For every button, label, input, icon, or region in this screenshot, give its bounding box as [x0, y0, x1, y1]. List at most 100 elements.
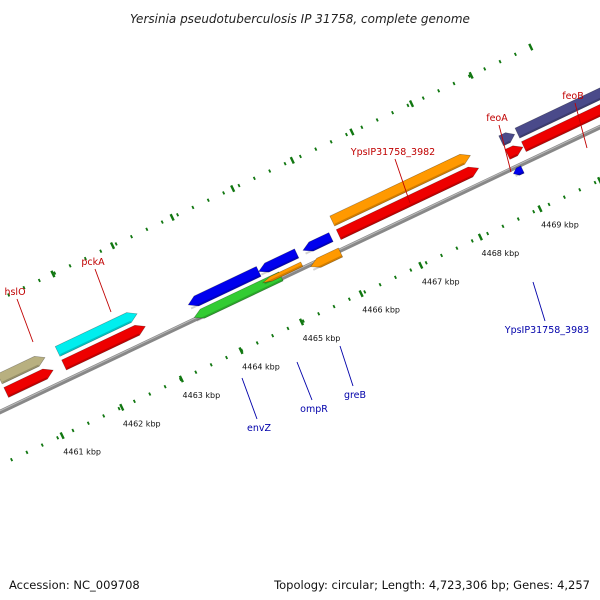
scale-dot [455, 246, 459, 251]
scale-dot [378, 282, 382, 287]
accession-label: Accession: [9, 578, 74, 592]
kbp-tick-upper [109, 241, 116, 250]
scale-dot [547, 202, 551, 207]
scale-dot [562, 195, 566, 199]
kbp-tick [238, 347, 244, 355]
genes-value: 4,257 [557, 578, 590, 592]
kbp-tick-upper [169, 213, 175, 222]
leader-line [296, 361, 313, 401]
scale-dot [148, 392, 152, 396]
kbp-label: 4466 kbp [362, 306, 400, 315]
scale-dot [225, 355, 229, 360]
gene-hslO-feature[interactable] [0, 356, 46, 385]
gene-label-YpsIP31758_3982[interactable]: YpsIP31758_3982 [350, 147, 435, 158]
scale-dot [470, 239, 474, 243]
scale-dot [191, 205, 195, 210]
scale-dot [37, 278, 41, 283]
cds-hslO[interactable] [3, 368, 54, 398]
gene-YpsIP31758_3983-feature[interactable] [512, 165, 525, 177]
scale-dot [344, 132, 348, 137]
kbp-tick-upper [50, 270, 56, 278]
kbp-label: 4461 kbp [63, 448, 101, 457]
gene-label-ompR[interactable]: ompR [300, 404, 328, 415]
kbp-label: 4465 kbp [303, 334, 341, 343]
scale-dot [409, 268, 413, 272]
gene-label-feoB[interactable]: feoB [562, 91, 584, 102]
scale-dot [56, 435, 60, 440]
gene-feoA-feature[interactable] [498, 132, 516, 147]
scale-dot [317, 311, 321, 316]
scale-dot [268, 169, 272, 173]
scale-dot [501, 224, 505, 229]
scale-dot [176, 212, 180, 217]
scale-dot [68, 263, 72, 268]
scale-dot [271, 333, 275, 338]
scale-dot [593, 180, 597, 185]
scale-dot [255, 341, 259, 345]
scale-dot [83, 256, 87, 261]
cds-feoA[interactable] [504, 145, 524, 160]
gene-YpsIP31758_3982-feature[interactable] [329, 154, 471, 227]
gene-greB-feature[interactable] [302, 232, 334, 255]
kbp-label: 4467 kbp [422, 277, 460, 286]
gene-label-hslO[interactable]: hslO [4, 287, 25, 298]
gene-features [0, 84, 600, 398]
scale-dot [391, 110, 395, 115]
scale-dot [222, 191, 226, 195]
kbp-tick-upper [289, 156, 295, 164]
kbp-label: 4463 kbp [183, 391, 221, 400]
scale-dot [160, 220, 164, 224]
scale-dot [314, 147, 318, 151]
cds-greB[interactable] [310, 247, 344, 271]
scale-dot [286, 326, 290, 331]
gene-envZ-feature[interactable] [187, 266, 262, 310]
scale-dot [440, 253, 444, 258]
accession-value: NC_009708 [73, 578, 140, 592]
gene-label-greB[interactable]: greB [344, 390, 366, 401]
scale-dot [40, 443, 44, 447]
cds-pckA[interactable] [61, 324, 146, 371]
kbp-tick-upper [408, 100, 415, 108]
scale-dot [332, 304, 336, 309]
scale-dot [194, 370, 198, 374]
length-value: 4,723,306 bp [428, 578, 506, 592]
scale-dot [102, 414, 106, 418]
scale-dot [467, 74, 471, 79]
kbp-tick [537, 205, 543, 213]
gene-label-feoA[interactable]: feoA [486, 113, 508, 124]
leader-line [241, 377, 258, 420]
scale-dot [10, 457, 14, 462]
gene-label-envZ[interactable]: envZ [247, 423, 271, 434]
gene-feoB-feature[interactable] [514, 84, 600, 139]
leader-line [339, 345, 354, 387]
scale-dot [532, 209, 536, 214]
scale-dot [163, 384, 167, 389]
leader-line [498, 124, 512, 173]
cds-envZ[interactable] [193, 271, 284, 322]
cds-YpsIP31758_3982[interactable] [335, 166, 480, 240]
scale-dot [393, 275, 397, 280]
gene-label-pckA[interactable]: pckA [81, 257, 105, 268]
scale-dot [329, 140, 333, 144]
scale-dot [22, 285, 26, 290]
cds-feoB[interactable] [521, 96, 600, 153]
scale-dot [486, 231, 490, 236]
cds-ompR[interactable] [261, 261, 304, 285]
scale-dot [360, 125, 364, 130]
gene-label-YpsIP31758_3983[interactable]: YpsIP31758_3983 [504, 325, 589, 336]
leader-line [532, 281, 546, 322]
gene-pckA-feature[interactable] [54, 312, 138, 357]
scale-dot [452, 81, 456, 86]
scale-dot [86, 421, 90, 426]
gene-ompR-feature[interactable] [258, 248, 300, 276]
scale-dot [117, 406, 121, 411]
scale-dot [145, 227, 149, 232]
leader-line [94, 268, 112, 313]
kbp-label: 4464 kbp [242, 363, 280, 372]
scale-dot [237, 183, 241, 188]
topology-value: circular [331, 578, 375, 592]
scale-dot [483, 67, 487, 71]
kbp-tick-upper [230, 184, 236, 193]
kbp-tick-upper [468, 71, 474, 80]
scale-dot [209, 363, 213, 367]
